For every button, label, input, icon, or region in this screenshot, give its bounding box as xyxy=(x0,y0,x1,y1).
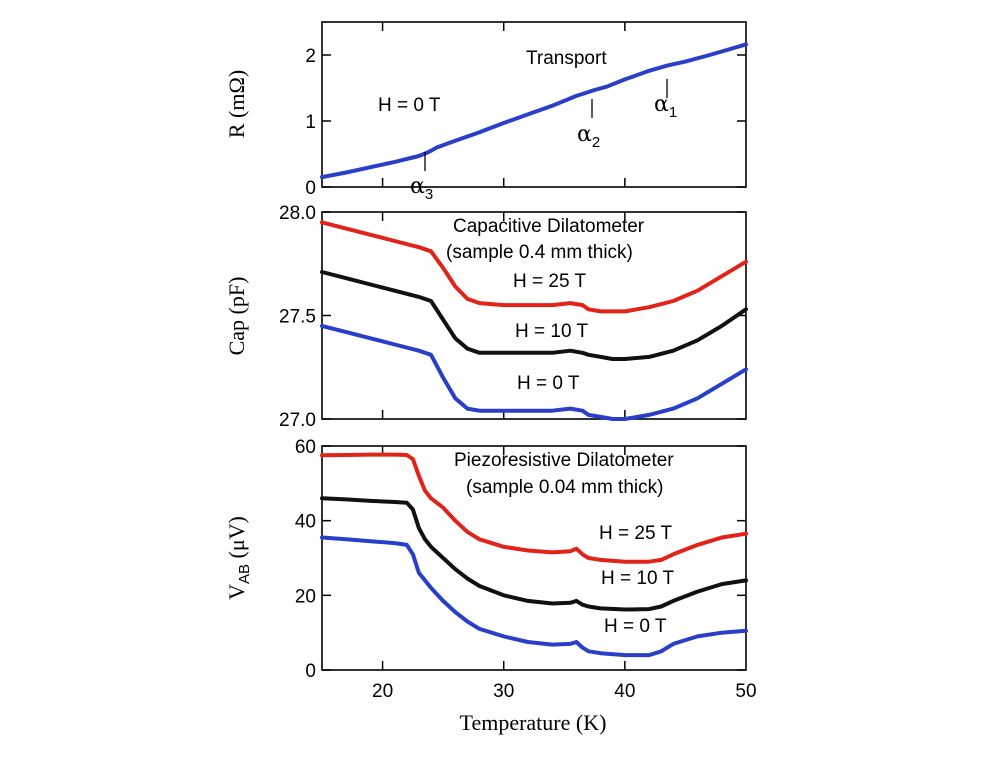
x-axis-label: Temperature (K) xyxy=(460,710,607,735)
capacitive-subtitle: (sample 0.4 mm thick) xyxy=(446,242,633,263)
series-layer xyxy=(320,42,748,658)
y-tick-label: 0 xyxy=(305,178,316,199)
piezo-label-10T: H = 10 T xyxy=(601,568,674,589)
transport-panel-frame xyxy=(321,21,747,188)
capacitive-title: Capacitive Dilatometer xyxy=(453,216,645,237)
series-line xyxy=(320,452,748,564)
series-line xyxy=(320,323,748,421)
x-tick-label: 20 xyxy=(372,681,393,702)
y-tick-label: 40 xyxy=(295,512,316,533)
piezo-panel-frame xyxy=(321,445,747,671)
series-line xyxy=(320,42,748,180)
piezo-y-axis-label: VAB (μV) xyxy=(224,516,253,600)
series-line xyxy=(320,535,748,658)
transport-field-label: H = 0 T xyxy=(378,95,441,116)
capacitive-label-25T: H = 25 T xyxy=(513,271,586,292)
piezo-label-25T: H = 25 T xyxy=(599,523,672,544)
y-tick-label: 27.5 xyxy=(279,307,316,328)
piezo-subtitle: (sample 0.04 mm thick) xyxy=(466,477,663,498)
x-tick-label: 30 xyxy=(493,681,514,702)
alpha3-label: α3 xyxy=(410,174,433,203)
ticks-layer: 0 1 2 27.0 27.5 28.0 0 20 40 60 20 30 40 50 xyxy=(279,22,757,702)
piezo-label-0T: H = 0 T xyxy=(604,616,667,637)
series-line xyxy=(320,496,748,612)
transport-title: Transport xyxy=(526,48,607,69)
x-tick-label: 50 xyxy=(735,681,756,702)
alpha1-label: α1 xyxy=(654,92,677,121)
capacitive-y-axis-label: Cap (pF) xyxy=(224,277,249,356)
piezo-title: Piezoresistive Dilatometer xyxy=(454,450,674,471)
y-tick-label: 60 xyxy=(295,437,316,458)
transport-y-axis-label: R (mΩ) xyxy=(224,70,249,138)
y-tick-label: 1 xyxy=(305,112,316,133)
capacitive-label-0T: H = 0 T xyxy=(517,373,580,394)
alpha2-label: α2 xyxy=(577,122,600,151)
y-tick-label: 27.0 xyxy=(279,410,316,431)
y-tick-label: 0 xyxy=(305,661,316,682)
capacitive-label-10T: H = 10 T xyxy=(515,321,588,342)
y-tick-label: 28.0 xyxy=(279,203,316,224)
y-tick-label: 2 xyxy=(305,46,316,67)
series-line xyxy=(320,270,748,361)
y-tick-label: 20 xyxy=(295,586,316,607)
series-line xyxy=(320,220,748,314)
x-tick-label: 40 xyxy=(614,681,635,702)
